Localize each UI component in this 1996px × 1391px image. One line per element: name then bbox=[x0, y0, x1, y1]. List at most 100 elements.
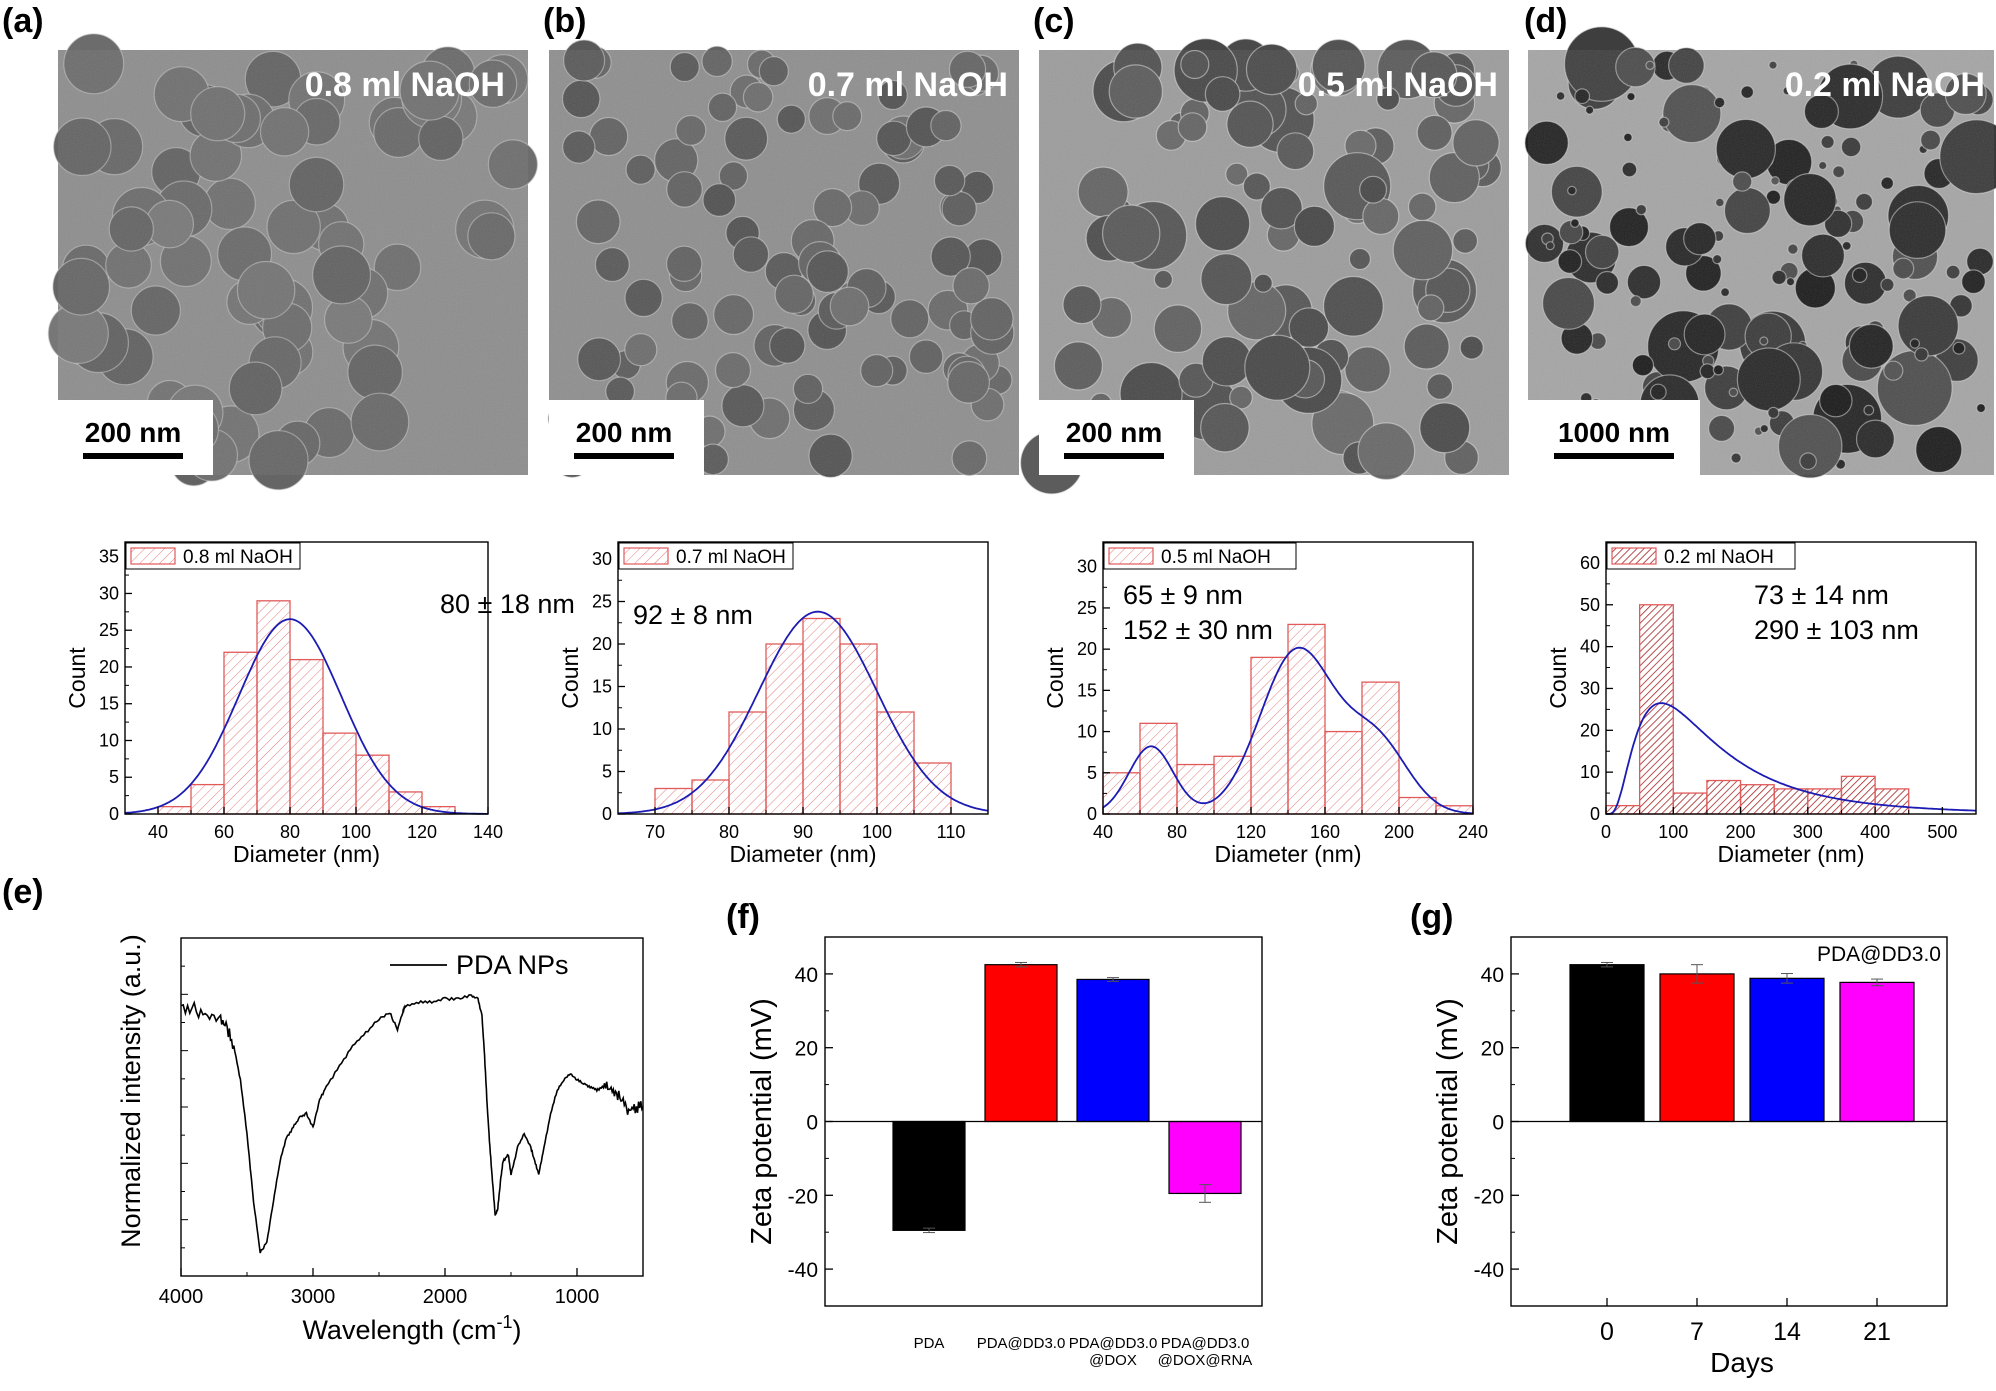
histogram-bar bbox=[388, 791, 423, 815]
y-tick-label: 30 bbox=[99, 583, 119, 603]
x-tick-label: 200 bbox=[1726, 822, 1756, 842]
x-tick-label: 4000 bbox=[159, 1286, 204, 1308]
plot-frame bbox=[1605, 541, 1977, 815]
y-tick-label: 35 bbox=[99, 547, 119, 567]
y-axis-label: Count bbox=[1545, 647, 1571, 709]
x-tick-label: 100 bbox=[1658, 822, 1688, 842]
x-axis-label: Wavelength (cm-1) bbox=[302, 1312, 521, 1345]
histogram-bar bbox=[322, 732, 357, 815]
scale-bar-d bbox=[1554, 453, 1674, 459]
histogram-bar bbox=[157, 805, 192, 815]
x-tick-label: 500 bbox=[1927, 822, 1957, 842]
y-tick-label: 5 bbox=[602, 762, 612, 782]
x-tick-label: 40 bbox=[148, 822, 168, 842]
histogram-bar bbox=[1638, 604, 1674, 815]
y-tick-label: -40 bbox=[1474, 1259, 1504, 1282]
fit-curve bbox=[618, 610, 989, 815]
zeta-bar bbox=[1839, 981, 1915, 1123]
zeta-bar bbox=[1659, 973, 1735, 1123]
histogram-bar bbox=[1250, 656, 1289, 815]
tem-caption-c: 0.5 ml NaOH bbox=[1298, 66, 1498, 104]
size-annotation: 80 ± 18 nm bbox=[440, 589, 575, 619]
scale-bar-label-d: 1000 nm bbox=[1558, 417, 1670, 448]
x-tick-label: 1000 bbox=[555, 1286, 600, 1308]
y-tick-label: 30 bbox=[1077, 557, 1097, 577]
size-annotation: 290 ± 103 nm bbox=[1754, 615, 1919, 645]
histogram-bar bbox=[1213, 755, 1252, 815]
y-axis-label: Count bbox=[64, 647, 90, 709]
fit-curve bbox=[124, 618, 488, 815]
x-tick-label: 300 bbox=[1793, 822, 1823, 842]
fit-curve bbox=[1606, 702, 1976, 815]
histogram-bar bbox=[1706, 779, 1742, 815]
y-tick-label: -40 bbox=[788, 1259, 818, 1282]
x-tick-label: 120 bbox=[1236, 822, 1266, 842]
category-label: PDA@DD3.0 bbox=[1069, 1335, 1158, 1352]
y-tick-label: 60 bbox=[1580, 553, 1600, 573]
scale-bar-label-b: 200 nm bbox=[576, 417, 673, 448]
x-tick-label: 110 bbox=[937, 822, 966, 842]
x-tick-label: 100 bbox=[862, 822, 892, 842]
y-axis-label: Zeta potential (mV) bbox=[746, 998, 778, 1245]
y-tick-label: 20 bbox=[99, 657, 119, 677]
tem-caption-d: 0.2 ml NaOH bbox=[1785, 66, 1985, 104]
zeta-chart-f: -40 -20 0 20 40 Zeta potential (mV) PDA PDA@DD3… bbox=[746, 936, 1263, 1369]
histogram-bar bbox=[654, 787, 693, 815]
panel-label-d: (d) bbox=[1524, 2, 1567, 40]
tem-caption-b: 0.7 ml NaOH bbox=[808, 66, 1008, 104]
zeta-bar bbox=[1076, 978, 1150, 1123]
category-label: 14 bbox=[1773, 1318, 1801, 1346]
y-tick-label: 50 bbox=[1580, 595, 1600, 615]
x-axis-label: Diameter (nm) bbox=[730, 841, 877, 867]
x-tick-label: 3000 bbox=[291, 1286, 336, 1308]
x-axis-label: Diameter (nm) bbox=[1215, 841, 1362, 867]
legend-label: PDA@DD3.0 bbox=[1817, 943, 1941, 966]
scale-bar-label-a: 200 nm bbox=[85, 417, 182, 448]
legend-label: 0.5 ml NaOH bbox=[1161, 547, 1271, 568]
y-axis-label: Normalized intensity (a.u.) bbox=[116, 934, 146, 1248]
legend-label: 0.7 ml NaOH bbox=[676, 547, 786, 568]
category-label: 7 bbox=[1690, 1318, 1704, 1346]
zeta-bar bbox=[984, 964, 1058, 1123]
histogram-a: 40 60 80 100 120 140 0 5 10 15 20 25 30 35 Diameter (n… bbox=[64, 541, 575, 867]
y-tick-label: 20 bbox=[592, 634, 612, 654]
size-annotation: 73 ± 14 nm bbox=[1754, 580, 1889, 610]
category-label: @DOX bbox=[1089, 1352, 1137, 1369]
y-tick-label: 25 bbox=[99, 620, 119, 640]
y-tick-label: 10 bbox=[99, 730, 119, 750]
x-tick-label: 160 bbox=[1310, 822, 1340, 842]
x-tick-label: 2000 bbox=[423, 1286, 468, 1308]
histogram-bar bbox=[1874, 788, 1910, 815]
x-axis-label: Diameter (nm) bbox=[233, 841, 380, 867]
x-tick-label: 80 bbox=[719, 822, 739, 842]
size-annotation: 65 ± 9 nm bbox=[1123, 580, 1243, 610]
histogram-bar bbox=[190, 783, 225, 815]
zeta-bar bbox=[1749, 977, 1825, 1123]
tem-image-a: 0.8 ml NaOH 200 nm bbox=[47, 33, 539, 491]
x-tick-label: 80 bbox=[280, 822, 300, 842]
scale-bar-label-c: 200 nm bbox=[1066, 417, 1163, 448]
histogram-bar bbox=[355, 754, 390, 815]
histogram-bar bbox=[1287, 623, 1326, 815]
y-axis-label: Count bbox=[1042, 647, 1068, 709]
ftir-spectrum-e: 4000 3000 2000 1000 Wavelength (cm-1) Normali… bbox=[116, 934, 644, 1345]
y-tick-label: 0 bbox=[109, 804, 119, 824]
y-tick-label: 0 bbox=[1087, 804, 1097, 824]
fit-curve bbox=[1102, 646, 1473, 815]
category-label: PDA@DD3.0 bbox=[977, 1335, 1066, 1352]
zeta-bar bbox=[892, 1120, 966, 1231]
histogram-bar bbox=[691, 779, 730, 815]
x-tick-label: 0 bbox=[1601, 822, 1611, 842]
tem-image-d: 0.2 ml NaOH 1000 nm bbox=[1524, 26, 1996, 479]
plot-frame bbox=[180, 937, 644, 1277]
scale-bar-box-c bbox=[1039, 400, 1194, 475]
y-tick-label: 0 bbox=[1590, 804, 1600, 824]
y-tick-label: 0 bbox=[602, 804, 612, 824]
x-tick-label: 120 bbox=[407, 822, 437, 842]
scale-bar-b bbox=[574, 453, 674, 459]
histogram-bar bbox=[765, 643, 804, 815]
histogram-bar bbox=[1324, 730, 1363, 815]
legend-swatch bbox=[130, 547, 176, 565]
category-label: PDA bbox=[914, 1335, 945, 1352]
